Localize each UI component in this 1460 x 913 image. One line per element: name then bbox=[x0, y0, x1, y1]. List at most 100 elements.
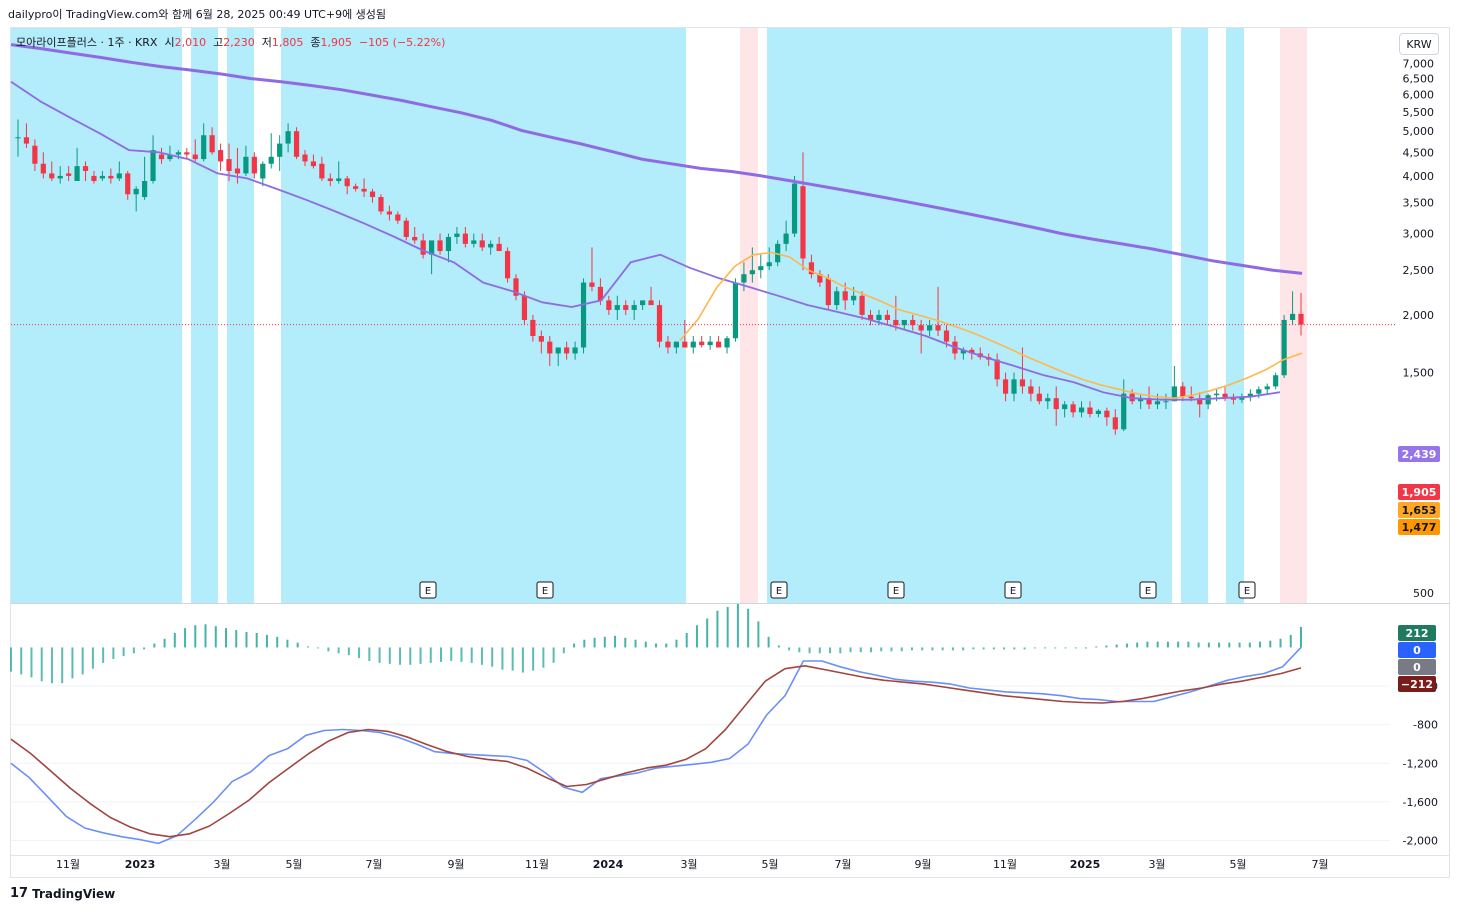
candle-body bbox=[1264, 386, 1270, 390]
candle-body bbox=[57, 175, 63, 179]
candle-body bbox=[1078, 407, 1085, 413]
candle-body bbox=[1289, 313, 1296, 320]
macd-histogram-bar bbox=[286, 639, 289, 648]
axes: 5001,0001,5002,0002,5003,0003,5004,0004,… bbox=[56, 31, 1440, 871]
candle-body bbox=[842, 291, 848, 301]
candle-body bbox=[66, 173, 72, 176]
candle-body bbox=[285, 131, 291, 144]
candle-body bbox=[555, 347, 561, 354]
macd-histogram-bar bbox=[429, 647, 432, 663]
candle-body bbox=[1070, 404, 1076, 413]
macd-histogram-bar bbox=[10, 647, 12, 672]
candle-body bbox=[116, 173, 122, 179]
candle-body bbox=[234, 168, 241, 174]
macd-histogram-bar bbox=[265, 634, 268, 648]
candle-body bbox=[606, 300, 612, 310]
price-label-badge bbox=[1398, 446, 1440, 462]
candle-body bbox=[741, 274, 747, 283]
candle-body bbox=[32, 145, 38, 164]
candle-body bbox=[445, 236, 452, 252]
highlight-band-cyan bbox=[191, 28, 218, 603]
price-axis-tick-label: 6,500 bbox=[1403, 73, 1435, 86]
macd-histogram-bar bbox=[1074, 647, 1077, 649]
macd-histogram-bar bbox=[685, 632, 688, 648]
candle-body bbox=[707, 341, 713, 346]
macd-histogram-bar bbox=[163, 638, 166, 648]
candle-body bbox=[825, 278, 831, 306]
macd-histogram-bar bbox=[91, 647, 94, 669]
macd-histogram-bar bbox=[173, 632, 176, 648]
macd-histogram-bar bbox=[1156, 641, 1159, 648]
macd-histogram-bar bbox=[1269, 640, 1272, 648]
macd-histogram-bar bbox=[511, 647, 514, 671]
macd-histogram-bar bbox=[992, 647, 995, 650]
candle-body bbox=[1028, 386, 1034, 394]
candle-body bbox=[969, 349, 975, 354]
candle-body bbox=[910, 319, 916, 326]
macd-histogram-bar bbox=[1095, 646, 1098, 648]
candle-body bbox=[150, 150, 156, 181]
candle-body bbox=[715, 341, 722, 348]
candle-body bbox=[1095, 410, 1102, 414]
macd-histogram-bar bbox=[440, 647, 442, 662]
price-axis-tick-label: 2,500 bbox=[1403, 264, 1435, 277]
macd-histogram-bar bbox=[552, 647, 555, 663]
macd-histogram-bar bbox=[767, 636, 770, 648]
candle-body bbox=[1053, 398, 1059, 410]
candle-body bbox=[1230, 398, 1237, 400]
candle-body bbox=[454, 233, 460, 237]
macd-histogram-bar bbox=[1197, 642, 1200, 648]
macd-histogram-bar bbox=[102, 647, 105, 663]
time-axis-tick-label: 11월 bbox=[56, 858, 80, 871]
macd-histogram-bar bbox=[1259, 641, 1262, 648]
macd-histogram-bar bbox=[1136, 642, 1139, 648]
candle-body bbox=[791, 183, 798, 234]
macd-histogram-bar bbox=[1300, 626, 1302, 648]
highlight-band-pink bbox=[740, 28, 758, 603]
time-axis-tick-label: 3월 bbox=[213, 858, 230, 871]
macd-histogram-bar bbox=[317, 647, 320, 649]
macd-histogram-bar bbox=[951, 647, 954, 651]
time-axis-tick-label: 11월 bbox=[525, 858, 549, 871]
candle-body bbox=[378, 197, 384, 212]
macd-histogram-bar bbox=[1125, 643, 1128, 648]
earnings-marker bbox=[1139, 581, 1157, 599]
candle-body bbox=[623, 305, 629, 310]
macd-histogram-bar bbox=[798, 647, 801, 653]
candle-body bbox=[1154, 401, 1161, 405]
time-axis-tick-label: 7월 bbox=[834, 858, 851, 871]
open-value: 2,010 bbox=[174, 36, 207, 49]
price-axis-tick-label: 500 bbox=[1413, 587, 1434, 600]
candle-body bbox=[175, 152, 181, 155]
currency-button[interactable]: KRW bbox=[1399, 33, 1439, 55]
macd-signal-line bbox=[10, 665, 1302, 838]
macd-histogram-bar bbox=[1218, 642, 1221, 648]
candle-body bbox=[327, 178, 333, 181]
candle-body bbox=[496, 243, 502, 252]
candle-body bbox=[361, 188, 367, 192]
candle-body bbox=[167, 154, 173, 160]
candle-body bbox=[251, 156, 257, 174]
candle-body bbox=[749, 270, 755, 275]
macd-histogram-bar bbox=[347, 647, 350, 656]
macd-histogram-bar bbox=[50, 647, 53, 684]
candle-body bbox=[369, 191, 376, 198]
macd-histogram-bar bbox=[921, 647, 924, 651]
candle-body bbox=[99, 175, 106, 179]
candle-body bbox=[277, 143, 283, 157]
time-axis-tick-label: 5월 bbox=[285, 858, 302, 871]
candle-body bbox=[158, 154, 165, 160]
candle-body bbox=[437, 240, 443, 252]
price-label-text: 1,905 bbox=[1402, 486, 1437, 499]
candle-body bbox=[893, 319, 899, 326]
macd-histogram-bar bbox=[910, 647, 913, 651]
macd-histogram-bar bbox=[593, 637, 596, 648]
candle-body bbox=[260, 163, 266, 179]
macd-histogram-bar bbox=[184, 628, 187, 648]
macd-histogram-bar bbox=[675, 639, 678, 648]
candle-body bbox=[1011, 379, 1017, 394]
macd-histogram-bar bbox=[1013, 647, 1016, 650]
candle-body bbox=[15, 137, 21, 139]
macd-histogram-bar bbox=[706, 618, 709, 648]
